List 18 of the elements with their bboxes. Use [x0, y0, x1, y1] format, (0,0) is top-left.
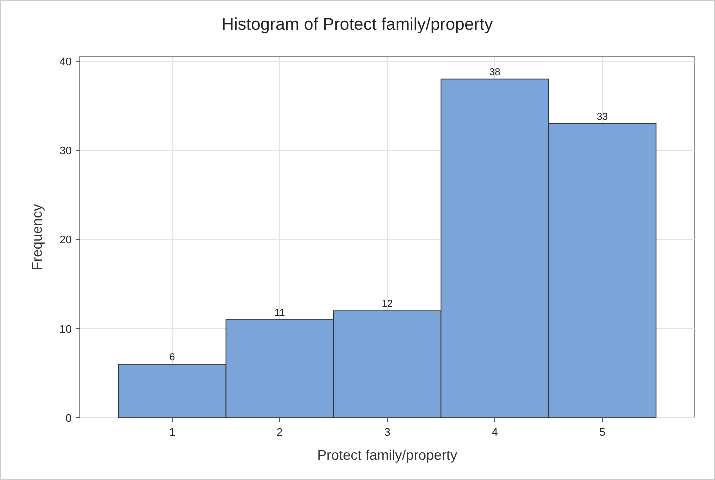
y-tick-label: 30: [60, 146, 72, 158]
chart-title: Histogram of Protect family/property: [222, 15, 494, 34]
y-tick-label: 40: [60, 56, 72, 68]
y-axis-title: Frequency: [29, 204, 45, 271]
data-label: 6: [170, 352, 176, 364]
y-tick-label: 0: [66, 413, 72, 425]
x-tick-label: 2: [276, 427, 284, 439]
x-tick-label: 5: [599, 427, 606, 439]
data-label: 12: [382, 299, 394, 310]
x-axis-title: Protect family/property: [317, 447, 458, 463]
x-tick-label: 4: [492, 427, 498, 439]
data-label: 38: [489, 67, 502, 78]
x-tick-label: 1: [169, 427, 176, 439]
data-label: 33: [596, 112, 609, 123]
y-tick-label: 20: [60, 234, 72, 247]
data-label: 11: [274, 308, 286, 319]
x-tick-label: 3: [384, 427, 391, 439]
y-tick-label: 10: [60, 324, 72, 336]
